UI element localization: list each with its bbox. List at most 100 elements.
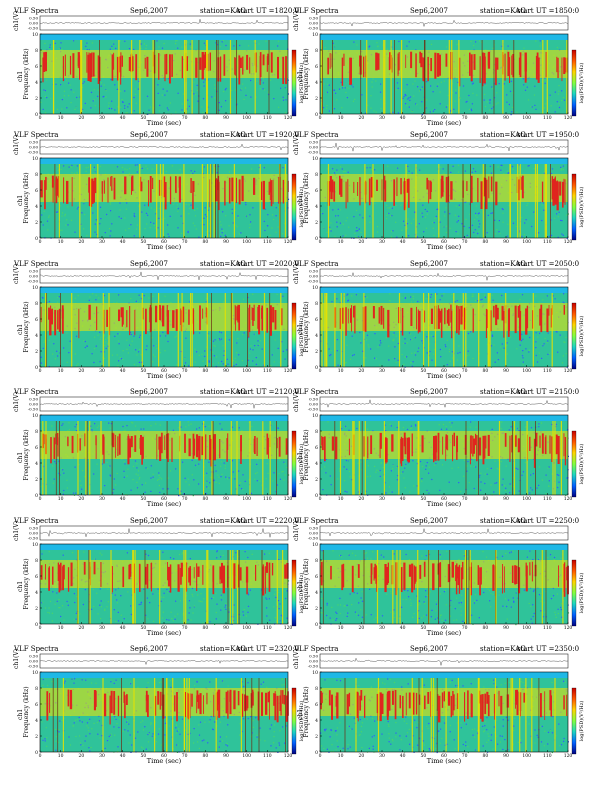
spectrogram-sferic (453, 432, 455, 447)
spectrogram-sferic (61, 308, 64, 334)
spectrogram-speckle (407, 218, 409, 220)
spectrogram-speckle (169, 557, 172, 559)
spectrogram-sferic (160, 305, 161, 321)
spectrogram-sferic (118, 309, 121, 322)
spectrogram-speckle (389, 215, 392, 217)
spectrogram-speckle (544, 337, 546, 340)
spectrogram-speckle (216, 172, 218, 174)
spectrogram-speckle (177, 47, 179, 49)
colorbar (291, 430, 297, 498)
spectrogram-speckle (475, 212, 477, 214)
spectrogram-sferic (199, 305, 201, 331)
spectrogram-stroke (159, 164, 162, 238)
spectrogram-speckle (139, 477, 141, 479)
spectrogram-speckle (41, 331, 43, 333)
spectrogram-speckle (100, 600, 102, 602)
spectrogram-sferic (385, 438, 388, 463)
panel-title: VLF Spectra (293, 7, 338, 15)
spectrogram-speckle (223, 353, 225, 355)
spectrogram-speckle (410, 296, 412, 298)
spectrogram-speckle (160, 600, 162, 602)
spectrogram-sferic (349, 57, 352, 85)
spectrogram-speckle (265, 478, 267, 480)
spectrogram-speckle (164, 295, 166, 297)
spectrogram-sferic (175, 177, 177, 194)
spectrogram-speckle (115, 484, 117, 486)
spectrogram-sferic (405, 54, 407, 68)
spectrogram-speckle (380, 98, 382, 100)
spectrogram-speckle (157, 84, 159, 86)
spectrogram-speckle (152, 295, 154, 297)
spectrogram-speckle (227, 478, 229, 480)
spectrogram-sferic (436, 53, 440, 77)
spectrogram-speckle (93, 89, 95, 91)
spectrogram-speckle (188, 105, 190, 107)
spectrogram-top-band (320, 287, 568, 293)
spectrogram-stroke (230, 293, 232, 367)
time-axis-label: Time (sec) (147, 500, 182, 508)
spectrogram-speckle (379, 469, 381, 472)
spectrogram-speckle (87, 166, 89, 168)
spectrogram-speckle (122, 171, 124, 173)
spectrogram-speckle (408, 235, 410, 237)
spectrogram-speckle (543, 107, 545, 109)
spectrogram-speckle (341, 87, 344, 89)
spectrogram-speckle (470, 331, 472, 333)
spectrogram-speckle (396, 479, 398, 481)
spectrogram-sferic (278, 436, 281, 457)
spectrogram-speckle (116, 354, 118, 356)
spectrogram-sferic (423, 310, 426, 323)
waveform-tick-label: -0.50 (308, 407, 319, 412)
spectrogram-speckle (141, 167, 143, 169)
spectrogram-speckle (54, 42, 56, 44)
spectrogram-sferic (253, 304, 255, 321)
spectrogram-speckle (56, 350, 58, 352)
spectrogram-speckle (76, 171, 78, 173)
spectrogram-speckle (348, 226, 350, 228)
spectrogram-speckle (113, 43, 115, 45)
spectrogram-speckle (406, 202, 408, 204)
spectrogram-speckle (189, 207, 191, 209)
spectrogram-speckle (538, 301, 540, 303)
spectrogram-speckle (414, 352, 416, 354)
freq-tick-label: 4 (35, 204, 38, 210)
spectrogram-speckle (345, 459, 348, 462)
spectrogram-speckle (116, 472, 118, 475)
spectrogram-speckle (174, 618, 176, 620)
spectrogram-speckle (209, 476, 211, 478)
spectrogram-speckle (51, 425, 53, 427)
spectrogram-speckle (118, 294, 120, 296)
spectrogram-sferic (269, 309, 272, 329)
colorbar (291, 302, 297, 370)
spectrogram-speckle (218, 482, 220, 484)
spectrogram-speckle (491, 108, 493, 110)
time-tick-label: 80 (202, 496, 208, 502)
spectrogram-sferic (451, 310, 453, 339)
spectrogram-speckle (337, 364, 339, 366)
colorbar (571, 302, 577, 370)
colorbar-label: log(PSD)(V²/Hz) (578, 63, 585, 104)
spectrogram-sferic (329, 53, 331, 69)
spectrogram-sferic (370, 177, 373, 198)
spectrogram-speckle (254, 333, 256, 335)
spectrogram-speckle (150, 221, 152, 223)
spectrogram-speckle (197, 100, 199, 102)
waveform-ylabel: ch1(V) (13, 11, 20, 31)
spectrogram-speckle (180, 490, 182, 492)
spectrogram-speckle (320, 332, 322, 334)
spectrogram-stroke (451, 40, 453, 114)
spectrogram-speckle (400, 331, 402, 333)
spectrogram-speckle (162, 617, 164, 619)
spectrogram-speckle (266, 225, 269, 227)
spectrogram-speckle (47, 229, 49, 231)
spectrogram-speckle (492, 105, 494, 107)
spectrogram-sferic (353, 181, 355, 193)
spectrogram-sferic (480, 181, 483, 209)
spectrogram-speckle (153, 107, 155, 109)
spectrogram-speckle (68, 166, 70, 168)
spectrogram-speckle (204, 350, 206, 352)
spectrogram-speckle (214, 339, 216, 341)
spectrogram-speckle (346, 468, 348, 470)
spectrogram-speckle (130, 333, 132, 336)
